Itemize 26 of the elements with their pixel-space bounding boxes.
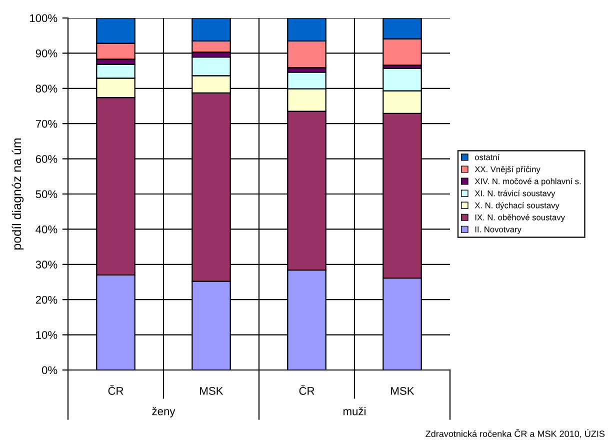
legend-label: XI. N. trávicí soustavy [474, 190, 556, 198]
x-tick-label: MSK [391, 386, 414, 395]
legend-label: ostatní [475, 154, 500, 160]
y-tick-label: 10% [36, 331, 58, 339]
legend-label: XX. Vnější příčiny [474, 166, 540, 174]
y-tick-label: 100% [30, 14, 58, 22]
y-tick-label: 60% [36, 155, 58, 163]
y-tick-label: 40% [36, 225, 58, 234]
legend-label: XIV. N. močové a pohlavní s. [474, 178, 581, 186]
x-tick-label: ČR [299, 385, 314, 395]
text: ženy [152, 407, 176, 418]
text: Zdravotnická ročenka ČR a MSK 2010, ÚZIS [426, 429, 605, 438]
legend-label: IX. N. oběhové soustavy [475, 214, 565, 222]
y-tick-label: 90% [36, 49, 58, 58]
y-tick-label: 30% [36, 260, 58, 269]
y-tick-label: 0% [42, 366, 58, 374]
y-tick-label: 80% [36, 84, 58, 93]
y-axis-title: podíl diagnóz na úm [12, 138, 24, 250]
x-tick-label: ČR [108, 385, 124, 395]
y-tick-label: 20% [36, 296, 58, 304]
y-tick-label: 50% [36, 190, 58, 198]
legend-label: II. Novotvary [475, 226, 522, 234]
legend-label: X. N. dýchací soustavy [474, 202, 560, 210]
y-tick-label: 70% [36, 120, 58, 128]
x-tick-label: MSK [200, 386, 224, 395]
text: muži [344, 407, 366, 416]
